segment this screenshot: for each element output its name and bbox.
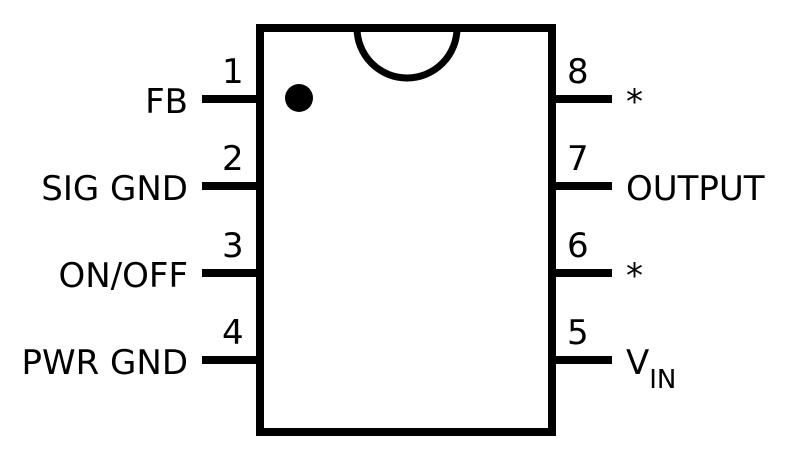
- pin-1-number: 1: [222, 52, 244, 92]
- pin-7-number: 7: [567, 139, 589, 179]
- pin-3-number: 3: [222, 226, 244, 266]
- pin-1-label: FB: [145, 82, 188, 122]
- pin-5-label-subscript: IN: [649, 365, 676, 395]
- pin-2-label: SIG GND: [41, 169, 188, 209]
- pin-3-label: ON/OFF: [58, 256, 188, 296]
- pin-4-label: PWR GND: [21, 343, 188, 383]
- pin-5-number: 5: [567, 313, 589, 353]
- orientation-notch: [353, 27, 461, 82]
- pin-8-number: 8: [567, 52, 589, 92]
- pin-5-label: VIN: [626, 343, 676, 395]
- pin1-indicator-dot: [285, 84, 313, 112]
- pin-8-label: *: [626, 82, 643, 122]
- ic-package-body: [256, 24, 556, 436]
- pin-4-number: 4: [222, 313, 244, 353]
- pin-6-label: *: [626, 256, 643, 296]
- pin-2-number: 2: [222, 139, 244, 179]
- pin-5-label-main: V: [626, 343, 649, 383]
- pin-7-label: OUTPUT: [626, 169, 765, 209]
- pin-6-number: 6: [567, 226, 589, 266]
